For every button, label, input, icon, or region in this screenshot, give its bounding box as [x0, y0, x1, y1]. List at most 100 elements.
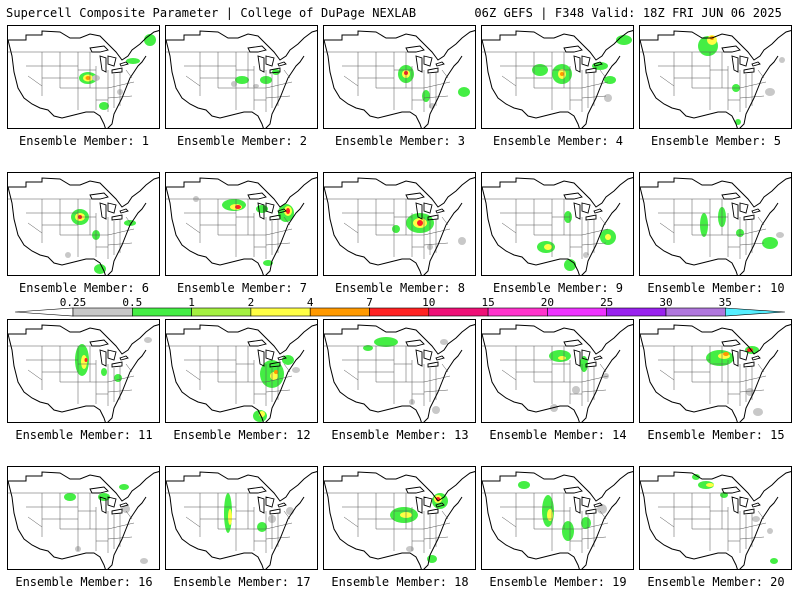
scp-contour [126, 58, 140, 64]
scp-contour [432, 406, 440, 414]
scp-contour [363, 345, 373, 351]
state-borders [640, 51, 767, 112]
scp-contour [544, 244, 552, 250]
ensemble-member-map-13 [323, 319, 476, 423]
scp-contour [231, 81, 237, 87]
ensemble-member-map-3 [323, 25, 476, 129]
us-map [8, 30, 159, 128]
ensemble-member-label: Ensemble Member: 20 [647, 575, 785, 589]
ensemble-member-map-4 [481, 25, 634, 129]
ensemble-member-map-17 [165, 466, 318, 570]
scp-contour [228, 509, 232, 525]
scp-contour [518, 481, 530, 489]
colorbar-segment [547, 307, 608, 317]
us-map [640, 324, 791, 422]
ensemble-member-map-16 [7, 466, 160, 570]
colorbar-tick-label: 0.25 [59, 296, 87, 309]
us-map [324, 471, 475, 569]
great-lakes [405, 486, 445, 515]
ensemble-member-map-11 [7, 319, 160, 423]
coastline-and-borders [324, 471, 475, 569]
us-map [324, 177, 475, 275]
colorbar-tick-label: 2 [247, 296, 255, 309]
scp-contour [560, 72, 564, 76]
scp-contour [549, 350, 571, 362]
great-lakes [405, 339, 445, 368]
colorbar-tick-label: 10 [422, 296, 436, 309]
scp-contour [547, 509, 553, 521]
scp-contour [558, 356, 566, 360]
us-map [482, 30, 633, 128]
great-lakes [563, 339, 603, 368]
us-map [324, 324, 475, 422]
scp-contour [532, 64, 548, 76]
scp-contour [65, 252, 71, 258]
colorbar-tick-label: 7 [366, 296, 373, 309]
state-borders [640, 198, 767, 259]
ensemble-member-label: Ensemble Member: 19 [489, 575, 627, 589]
scp-contour [257, 522, 267, 532]
us-map [640, 471, 791, 569]
scp-contour [64, 493, 76, 501]
us-map [8, 324, 159, 422]
scp-contour [572, 386, 580, 394]
scp-contour [286, 208, 290, 214]
scp-contour [114, 374, 122, 382]
coastline-and-borders [8, 471, 159, 569]
state-borders [324, 51, 451, 112]
colorbar-segment [191, 307, 252, 317]
us-map [482, 471, 633, 569]
scp-contour [605, 234, 611, 240]
ensemble-member-label: Ensemble Member: 8 [334, 281, 466, 295]
colorbar-segment [428, 307, 489, 317]
color-scale-bar [14, 307, 786, 317]
coastline-and-borders [640, 471, 791, 569]
scp-contour [692, 474, 700, 480]
state-borders [324, 345, 451, 406]
ensemble-member-label: Ensemble Member: 14 [489, 428, 627, 442]
coastline-and-borders [8, 177, 159, 275]
ensemble-member-map-18 [323, 466, 476, 570]
colorbar-tick-label: 35 [718, 296, 732, 309]
ensemble-member-label: Ensemble Member: 1 [18, 134, 150, 148]
scp-contour [140, 558, 148, 564]
coastline-and-borders [640, 30, 791, 128]
ensemble-member-label: Ensemble Member: 2 [176, 134, 308, 148]
scp-contour [562, 521, 574, 541]
great-lakes [405, 192, 445, 221]
chart-title: Supercell Composite Parameter | College … [6, 6, 417, 20]
ensemble-member-label: Ensemble Member: 16 [15, 575, 153, 589]
us-map [482, 324, 633, 422]
scp-contour [99, 102, 109, 110]
great-lakes [89, 45, 129, 74]
ensemble-member-label: Ensemble Member: 6 [18, 281, 150, 295]
ensemble-member-map-6 [7, 172, 160, 276]
scp-contour [779, 57, 785, 63]
colorbar-tick-label: 30 [659, 296, 673, 309]
scp-contour [144, 34, 156, 46]
state-borders [482, 345, 609, 406]
colorbar-under-arrow [14, 307, 74, 317]
ensemble-member-label: Ensemble Member: 7 [176, 281, 308, 295]
ensemble-member-label: Ensemble Member: 18 [331, 575, 469, 589]
scp-contour [765, 88, 775, 96]
model-run-info: 06Z GEFS | F348 Valid: 18Z FRI JUN 06 20… [474, 6, 782, 20]
scp-contour [406, 546, 414, 552]
colorbar-tick-label: 15 [481, 296, 495, 309]
scp-contour [94, 264, 106, 274]
scp-contour [581, 517, 591, 529]
colorbar-segment [250, 307, 311, 317]
ensemble-member-map-2 [165, 25, 318, 129]
coastline-and-borders [482, 324, 633, 422]
scp-contour [603, 373, 609, 379]
colorbar-segment [72, 307, 133, 317]
colorbar-over-arrow [724, 307, 786, 317]
scp-contour [458, 237, 466, 245]
scp-contour [723, 352, 729, 356]
scp-contour [604, 76, 616, 84]
scp-contour [752, 516, 760, 522]
great-lakes [721, 486, 761, 515]
scp-contour [776, 232, 784, 238]
scp-contour [235, 76, 249, 84]
scp-contour [85, 76, 91, 80]
